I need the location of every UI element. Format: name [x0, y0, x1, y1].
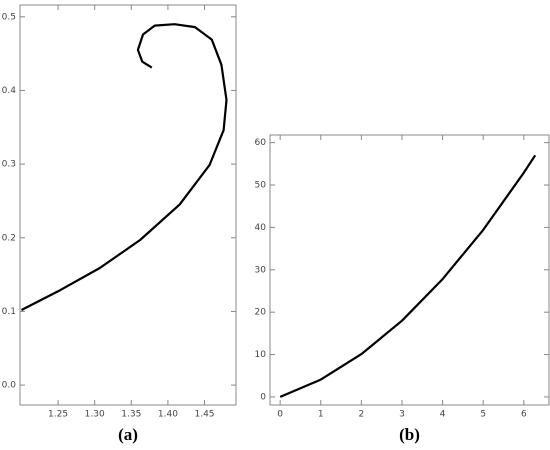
y-tick-label: 0.1: [2, 307, 16, 317]
y-tick-label: 0.3: [2, 160, 16, 170]
caption: (a): [118, 425, 138, 444]
caption: (b): [399, 425, 420, 444]
x-tick-label: 1.30: [85, 410, 105, 420]
x-tick-label: 1.40: [158, 410, 178, 420]
y-tick-label: 0.4: [2, 86, 17, 96]
y-tick-label: 60: [255, 138, 267, 148]
data-line: [20, 23, 228, 311]
y-tick-label: 40: [255, 223, 267, 233]
x-tick-label: 4: [440, 410, 446, 420]
x-tick-label: 1: [318, 410, 324, 420]
y-tick-label: 0: [260, 392, 266, 402]
data-line: [279, 154, 537, 398]
x-tick-label: 1.35: [121, 410, 141, 420]
y-tick-label: 50: [255, 181, 267, 191]
plot-frame: [269, 134, 550, 406]
y-tick-label: 20: [255, 308, 267, 318]
x-tick-label: 1.45: [194, 410, 214, 420]
x-tick-label: 2: [359, 410, 365, 420]
y-tick-label: 0.5: [2, 12, 16, 22]
x-tick-label: 0: [277, 410, 283, 420]
x-tick-label: 3: [399, 410, 405, 420]
x-tick-label: 6: [521, 410, 527, 420]
y-tick-label: 10: [255, 350, 267, 360]
x-tick-label: 5: [480, 410, 486, 420]
y-tick-label: 0.2: [2, 233, 16, 243]
y-tick-label: 0.0: [2, 381, 17, 391]
x-tick-label: 1.25: [48, 410, 68, 420]
plot-frame: [19, 4, 237, 406]
y-tick-label: 30: [255, 265, 267, 275]
